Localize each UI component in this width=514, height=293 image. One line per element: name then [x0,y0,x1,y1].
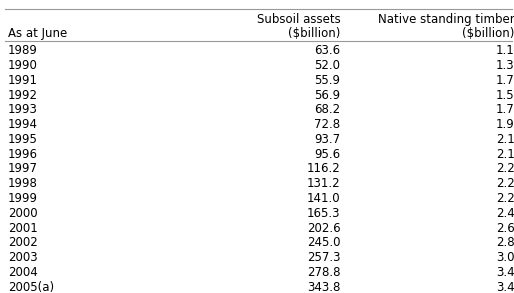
Text: 2.2: 2.2 [496,177,514,190]
Text: 52.0: 52.0 [315,59,340,72]
Text: 1994: 1994 [8,118,38,131]
Text: 63.6: 63.6 [315,44,340,57]
Text: 2001: 2001 [8,222,38,234]
Text: 2.8: 2.8 [496,236,514,249]
Text: 55.9: 55.9 [315,74,340,87]
Text: 2.2: 2.2 [496,192,514,205]
Text: 1999: 1999 [8,192,38,205]
Text: 2.4: 2.4 [496,207,514,220]
Text: 72.8: 72.8 [315,118,340,131]
Text: 1.5: 1.5 [496,88,514,102]
Text: 245.0: 245.0 [307,236,340,249]
Text: As at June: As at June [8,27,67,40]
Text: 1990: 1990 [8,59,38,72]
Text: 93.7: 93.7 [315,133,340,146]
Text: 202.6: 202.6 [307,222,340,234]
Text: 2.1: 2.1 [496,148,514,161]
Text: 1992: 1992 [8,88,38,102]
Text: 1996: 1996 [8,148,38,161]
Text: 1993: 1993 [8,103,38,116]
Text: ($billion): ($billion) [288,27,340,40]
Text: 68.2: 68.2 [315,103,340,116]
Text: 2.2: 2.2 [496,162,514,176]
Text: 2005(a): 2005(a) [8,281,54,293]
Text: 131.2: 131.2 [307,177,340,190]
Text: 141.0: 141.0 [307,192,340,205]
Text: Subsoil assets: Subsoil assets [256,13,340,26]
Text: 116.2: 116.2 [307,162,340,176]
Text: 2.6: 2.6 [496,222,514,234]
Text: 1.3: 1.3 [496,59,514,72]
Text: 95.6: 95.6 [315,148,340,161]
Text: Native standing timber: Native standing timber [378,13,514,26]
Text: 1.7: 1.7 [496,74,514,87]
Text: 165.3: 165.3 [307,207,340,220]
Text: 2.1: 2.1 [496,133,514,146]
Text: 3.4: 3.4 [496,266,514,279]
Text: 56.9: 56.9 [315,88,340,102]
Text: 3.0: 3.0 [496,251,514,264]
Text: 1989: 1989 [8,44,38,57]
Text: 2000: 2000 [8,207,38,220]
Text: 1.9: 1.9 [496,118,514,131]
Text: 1998: 1998 [8,177,38,190]
Text: 2003: 2003 [8,251,38,264]
Text: 2002: 2002 [8,236,38,249]
Text: 1995: 1995 [8,133,38,146]
Text: 1.7: 1.7 [496,103,514,116]
Text: 2004: 2004 [8,266,38,279]
Text: 1997: 1997 [8,162,38,176]
Text: 3.4: 3.4 [496,281,514,293]
Text: 343.8: 343.8 [307,281,340,293]
Text: 257.3: 257.3 [307,251,340,264]
Text: ($billion): ($billion) [462,27,514,40]
Text: 278.8: 278.8 [307,266,340,279]
Text: 1.1: 1.1 [496,44,514,57]
Text: 1991: 1991 [8,74,38,87]
